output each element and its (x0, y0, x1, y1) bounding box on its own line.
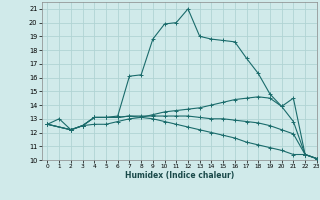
X-axis label: Humidex (Indice chaleur): Humidex (Indice chaleur) (124, 171, 234, 180)
